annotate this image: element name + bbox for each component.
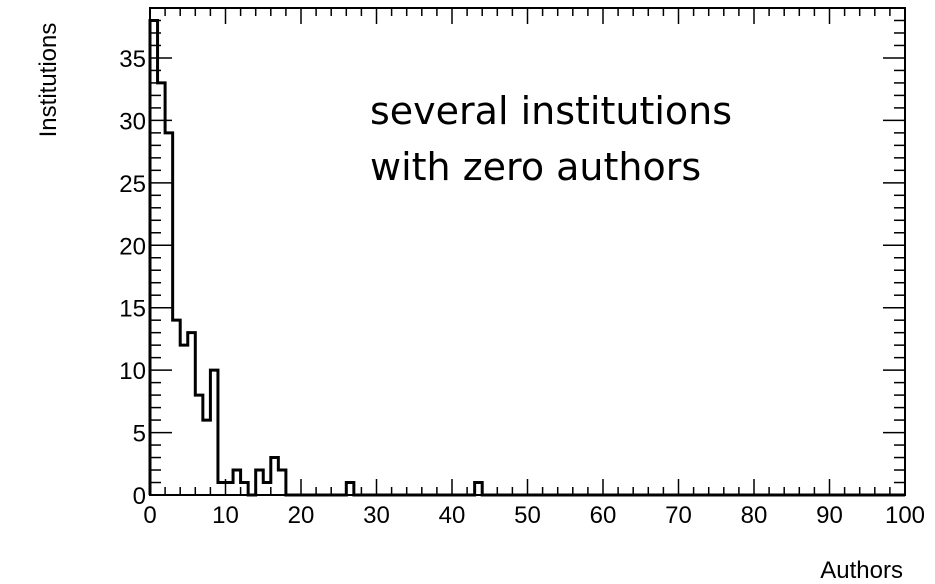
annotation-line-2: with zero authors (370, 145, 701, 189)
y-tick-label: 0 (133, 483, 146, 510)
histogram-series (148, 18, 905, 497)
x-tick-label: 50 (514, 502, 541, 529)
y-axis-title: Institutions (35, 23, 62, 138)
y-tick-label: 35 (119, 46, 146, 73)
x-tick-label: 40 (439, 502, 466, 529)
y-tick-label: 25 (119, 171, 146, 198)
x-tick-label: 100 (885, 502, 925, 529)
annotation-line-1: several institutions (370, 89, 732, 133)
y-tick-label: 10 (119, 358, 146, 385)
x-tick-label: 90 (816, 502, 843, 529)
x-tick-label: 70 (665, 502, 692, 529)
x-tick-label: 30 (363, 502, 390, 529)
y-tick-label: 5 (133, 421, 146, 448)
x-axis-title: Authors (820, 557, 903, 584)
y-tick-label: 30 (119, 108, 146, 135)
x-tick-label: 60 (590, 502, 617, 529)
y-tick-label: 15 (119, 296, 146, 323)
y-tick-label: 20 (119, 233, 146, 260)
x-tick-label: 0 (143, 502, 156, 529)
x-tick-label: 20 (288, 502, 315, 529)
x-tick-label: 80 (741, 502, 768, 529)
x-tick-label: 10 (212, 502, 239, 529)
plot-frame (149, 7, 906, 496)
